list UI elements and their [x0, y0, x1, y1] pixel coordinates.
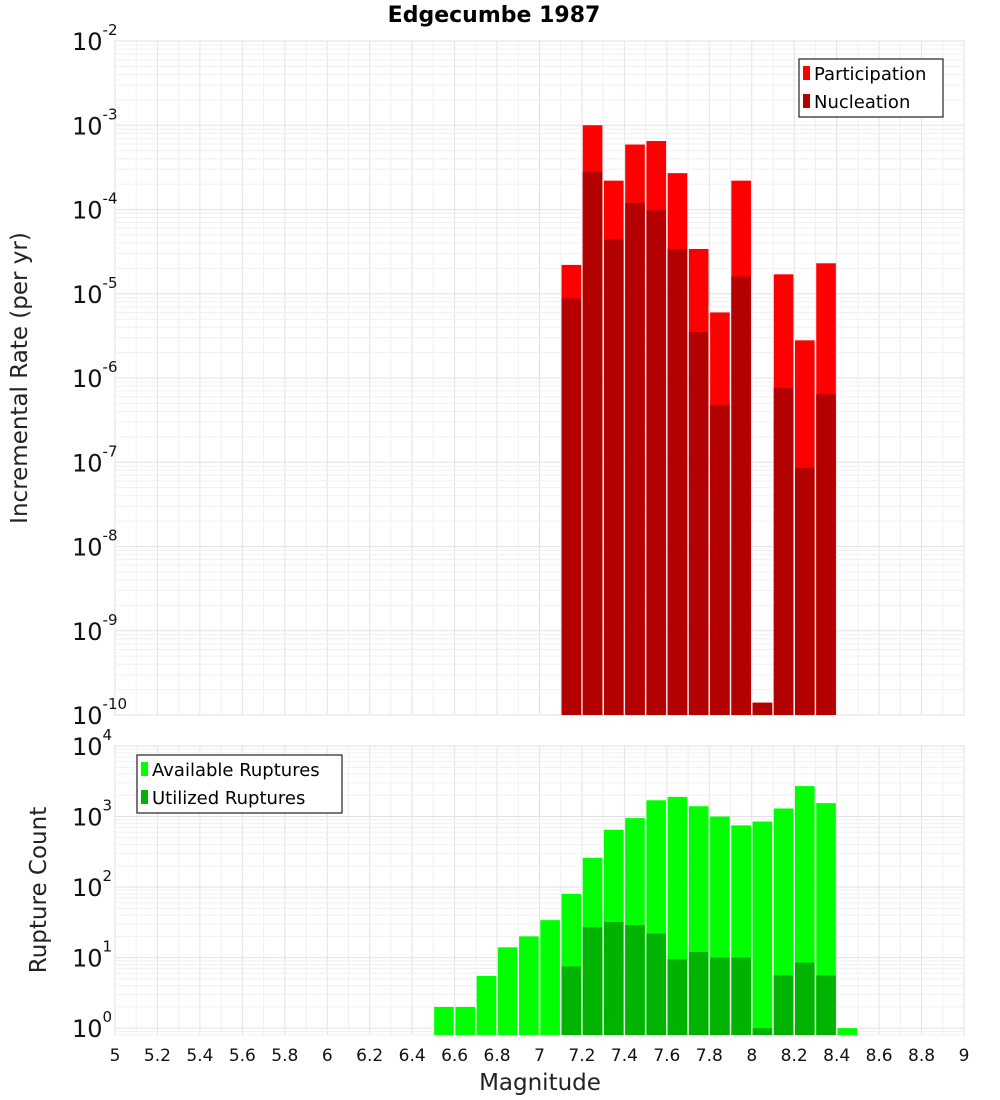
y-tick-label: 101 [72, 938, 112, 973]
series-utilized-ruptures [561, 921, 836, 1035]
bar [667, 248, 688, 715]
bar [752, 702, 773, 715]
x-tick-label: 8.2 [781, 1046, 808, 1066]
legend-swatch [803, 66, 810, 80]
bar [773, 975, 794, 1035]
bar [795, 467, 815, 715]
x-tick-label: 8.8 [908, 1046, 935, 1066]
legend-label: Available Ruptures [152, 760, 320, 781]
x-tick-label: 6.8 [484, 1046, 511, 1066]
x-tick-label: 7.4 [611, 1046, 638, 1066]
bar [497, 947, 518, 1035]
bar [625, 925, 645, 1035]
legend-swatch [803, 94, 810, 108]
x-tick-label: 5.4 [186, 1046, 213, 1066]
rupture-count-plot: 104 103 102 101 100 5 5.2 5.4 5.6 5.8 6 6.2 6.4 6.6 6.… [72, 726, 969, 1066]
x-tick-label: 5.8 [271, 1046, 298, 1066]
bar [688, 952, 709, 1035]
bar [667, 959, 688, 1035]
bar [752, 1028, 773, 1035]
x-tick-label: 6 [322, 1046, 333, 1066]
legend: Participation Nucleation [798, 58, 944, 118]
bar [561, 298, 582, 715]
x-tick-label: 6.2 [356, 1046, 383, 1066]
y-tick-label: 10-8 [72, 527, 118, 562]
y-tick-label: 10-7 [72, 442, 118, 477]
bar [434, 1006, 454, 1035]
y-tick-label: 102 [72, 867, 112, 902]
bottom-y-axis-label: Rupture Count [26, 807, 52, 973]
bar [710, 404, 730, 715]
x-tick-label: 8.4 [823, 1046, 850, 1066]
x-tick-label: 9 [959, 1046, 970, 1066]
bar [752, 821, 773, 1035]
y-tick-label: 10-2 [72, 21, 118, 56]
chart-title: Edgecumbe 1987 [388, 3, 601, 28]
bar [582, 171, 603, 716]
bar [455, 1006, 476, 1035]
x-tick-label: 6.4 [399, 1046, 426, 1066]
x-tick-label: 8 [746, 1046, 757, 1066]
legend: Available Ruptures Utilized Ruptures [136, 754, 343, 814]
bar [646, 210, 667, 715]
x-tick-label: 5 [110, 1046, 121, 1066]
y-tick-label: 10-4 [72, 190, 118, 225]
series-nucleation [561, 171, 836, 716]
bar [795, 962, 815, 1035]
bar [816, 975, 836, 1035]
legend-swatch [141, 790, 148, 804]
y-tick-label: 10-10 [72, 695, 127, 730]
x-tick-label: 7.8 [696, 1046, 723, 1066]
bar [476, 975, 497, 1035]
bar [646, 933, 667, 1035]
legend-swatch [141, 762, 148, 776]
y-tick-label: 10-5 [72, 274, 118, 309]
bar [773, 388, 794, 715]
bar [561, 966, 582, 1035]
x-tick-label: 7 [534, 1046, 545, 1066]
y-tick-label: 104 [72, 726, 112, 761]
bar [625, 202, 645, 715]
y-tick-label: 10-9 [72, 611, 118, 646]
y-tick-label: 10-3 [72, 105, 118, 140]
bar [582, 927, 603, 1035]
bar [519, 936, 539, 1035]
legend-label: Nucleation [814, 92, 910, 113]
top-y-axis-label: Incremental Rate (per yr) [7, 232, 33, 524]
bar [837, 1028, 858, 1035]
bar [603, 921, 624, 1035]
x-tick-label: 6.6 [441, 1046, 468, 1066]
x-tick-label: 5.6 [229, 1046, 256, 1066]
legend-label: Participation [814, 64, 926, 85]
y-tick-label: 10-6 [72, 358, 118, 393]
legend-label: Utilized Ruptures [152, 788, 305, 809]
x-tick-label: 5.2 [144, 1046, 171, 1066]
bar [688, 332, 709, 715]
bar [731, 957, 751, 1035]
y-tick-label: 100 [72, 1008, 112, 1043]
y-tick-label: 103 [72, 797, 112, 832]
x-tick-label: 7.2 [568, 1046, 595, 1066]
x-tick-label: 8.6 [866, 1046, 893, 1066]
bar [731, 276, 751, 715]
bar [540, 920, 560, 1035]
bar [603, 239, 624, 715]
rate-plot: 10-2 10-3 10-4 10-5 10-6 10-7 10-8 10-9 10-10 Par… [72, 21, 965, 730]
x-axis-label: Magnitude [479, 1070, 601, 1096]
x-tick-label: 7.6 [653, 1046, 680, 1066]
bar [816, 394, 836, 715]
bar [710, 957, 730, 1035]
